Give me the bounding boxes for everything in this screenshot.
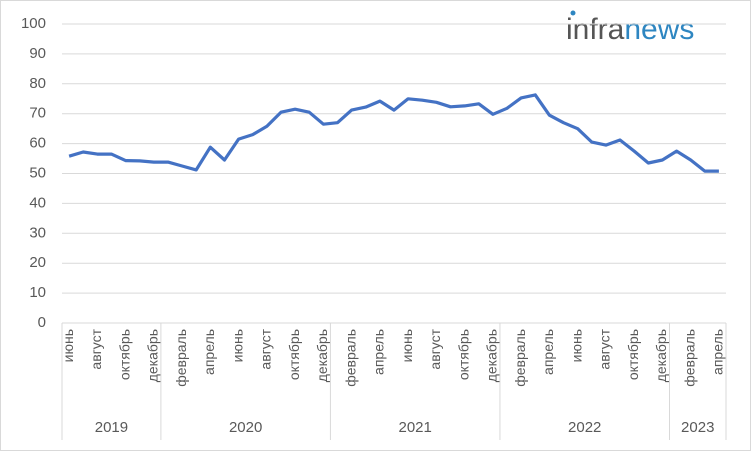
y-tick-label: 60 bbox=[29, 135, 46, 152]
logo-text: infranews bbox=[566, 13, 694, 46]
logo-part: news bbox=[624, 13, 694, 46]
logo-part: infra bbox=[566, 13, 625, 46]
x-tick-label: август bbox=[88, 328, 104, 369]
y-tick-label: 40 bbox=[29, 194, 46, 211]
x-tick-label: декабрь bbox=[145, 329, 161, 382]
year-label: 2020 bbox=[229, 419, 262, 436]
x-tick-label: декабрь bbox=[653, 329, 669, 382]
y-tick-label: 30 bbox=[29, 224, 46, 241]
x-tick-label: февраль bbox=[342, 329, 358, 387]
y-tick-label: 70 bbox=[29, 105, 46, 122]
x-tick-label: октябрь bbox=[116, 329, 132, 380]
logo: infranews bbox=[566, 10, 694, 46]
x-tick-label: февраль bbox=[681, 329, 697, 387]
year-label: 2023 bbox=[681, 419, 714, 436]
data-line bbox=[68, 93, 719, 173]
y-tick-label: 80 bbox=[29, 75, 46, 92]
x-tick-label: июнь bbox=[60, 329, 76, 362]
x-tick-label: апрель bbox=[540, 329, 556, 375]
x-tick-label: август bbox=[258, 328, 274, 369]
year-label: 2022 bbox=[568, 419, 601, 436]
x-tick-label: октябрь bbox=[455, 329, 471, 380]
x-tick-label: апрель bbox=[201, 329, 217, 375]
x-tick-label: апрель bbox=[710, 329, 726, 375]
y-tick-label: 100 bbox=[21, 15, 46, 32]
x-tick-label: октябрь bbox=[625, 329, 641, 380]
y-tick-label: 20 bbox=[29, 254, 46, 271]
x-tick-label: февраль bbox=[512, 329, 528, 387]
x-tick-label: декабрь bbox=[484, 329, 500, 382]
y-tick-label: 10 bbox=[29, 284, 46, 301]
y-tick-label: 50 bbox=[29, 164, 46, 181]
logo-icon bbox=[570, 10, 576, 16]
year-label: 2019 bbox=[95, 419, 128, 436]
x-tick-label: июнь bbox=[229, 329, 245, 362]
year-label: 2021 bbox=[399, 419, 432, 436]
x-tick-label: февраль bbox=[173, 329, 189, 387]
x-tick-label: июнь bbox=[399, 329, 415, 362]
y-tick-label: 90 bbox=[29, 45, 46, 62]
x-tick-label: октябрь bbox=[286, 329, 302, 380]
y-tick-label: 0 bbox=[38, 314, 46, 331]
x-tick-label: август bbox=[597, 328, 613, 369]
x-tick-label: август bbox=[427, 328, 443, 369]
x-tick-label: декабрь bbox=[314, 329, 330, 382]
x-tick-label: июнь bbox=[568, 329, 584, 362]
x-tick-label: апрель bbox=[371, 329, 387, 375]
